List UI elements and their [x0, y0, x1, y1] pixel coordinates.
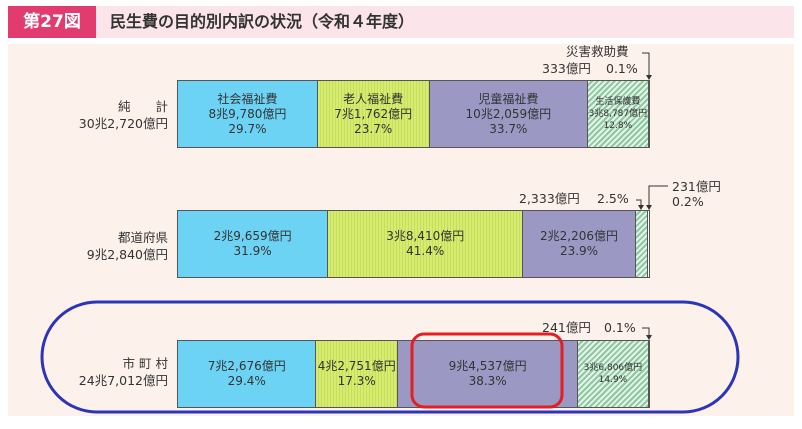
- leader-arrow-prefecture-life: [638, 205, 644, 210]
- callout-municipality-disaster-amount: 241億円: [542, 320, 591, 335]
- highlight-box-child-welfare: [410, 332, 564, 409]
- callout-prefecture-life-percent: 2.5%: [597, 191, 629, 206]
- segment-prefecture-disaster-relief: [647, 211, 649, 277]
- leader-line-municipality-disaster: [642, 327, 650, 337]
- row-label-prefecture-name: 都道府県: [117, 230, 168, 245]
- segment-municipality-livelihood-protection: 3兆6,806億円 14.9%: [578, 341, 649, 407]
- segment-name-label: 社会福祉費: [217, 91, 278, 106]
- segment-amount: 7兆1,762億円: [334, 106, 413, 121]
- segment-amount: 2兆2,206億円: [540, 229, 619, 243]
- row-label-total-amount: 30兆2,720億円: [78, 116, 168, 131]
- segment-municipality-social-welfare: 7兆2,676億円 29.4%: [178, 341, 317, 407]
- segment-prefecture-child-welfare: 2兆2,206億円 23.9%: [523, 211, 636, 277]
- segment-percent-label: 14.9%: [598, 375, 628, 385]
- callout-total-disaster-name: 災害救助費: [566, 44, 629, 59]
- segment-amount: 3兆8,410億円: [386, 229, 465, 243]
- segment-prefecture-livelihood-protection: [635, 211, 648, 277]
- segment-amount: 3兆8,787億円: [588, 109, 648, 119]
- figure-header: 第27図 民生費の目的別内訳の状況（令和４年度）: [8, 6, 794, 38]
- bar-total: 社会福祉費 8兆9,780億円 29.7% 老人福祉費 7兆1,762億円 23.7% 児童…: [177, 80, 650, 148]
- row-label-municipality-name: 市 町 村: [122, 356, 168, 371]
- segment-amount: 7兆2,676億円: [207, 359, 286, 373]
- highlight-ellipse-municipality: [40, 300, 740, 414]
- segment-percent-label: 41.4%: [406, 244, 445, 258]
- segment-percent-label: 12.8%: [603, 121, 633, 131]
- leader-line-prefecture-disaster: [648, 185, 668, 207]
- segment-total-elderly-welfare: 老人福祉費 7兆1,762億円 23.7%: [317, 81, 430, 147]
- figure-title: 民生費の目的別内訳の状況（令和４年度）: [110, 12, 415, 31]
- segment-prefecture-social-welfare: 2兆9,659億円 31.9%: [178, 211, 329, 277]
- segment-percent-label: 23.9%: [559, 244, 599, 258]
- segment-municipality-child-welfare: 9兆4,537億円 38.3%: [397, 341, 579, 407]
- segment-amount: 2兆9,659億円: [213, 229, 292, 243]
- leader-arrow-prefecture-disaster: [646, 205, 652, 210]
- leader-line-prefecture-life: [636, 199, 642, 207]
- segment-percent-label: 17.3%: [337, 374, 376, 388]
- segment-percent-label: 31.9%: [233, 244, 272, 258]
- row-label-municipality: 市 町 村 24兆7,012億円: [8, 355, 168, 389]
- row-label-total: 純 計 30兆2,720億円: [8, 98, 168, 132]
- segment-amount: 9兆4,537億円: [448, 359, 527, 373]
- segment-total-livelihood-protection: 生活保護費 3兆8,787億円 12.8%: [588, 81, 649, 147]
- row-label-municipality-amount: 24兆7,012億円: [78, 373, 168, 388]
- segment-total-child-welfare: 児童福祉費 10兆2,059億円 33.7%: [429, 81, 589, 147]
- leader-arrow-total-disaster: [646, 75, 652, 80]
- segment-percent-label: 23.7%: [354, 121, 393, 136]
- segment-percent-label: 38.3%: [468, 374, 507, 388]
- callout-prefecture-disaster-percent: 0.2%: [672, 194, 704, 209]
- segment-name-label: 児童福祉費: [478, 91, 539, 106]
- callout-total-disaster-amount: 333億円: [542, 61, 591, 76]
- segment-amount: 8兆9,780億円: [208, 106, 287, 121]
- segment-percent-label: 29.4%: [227, 374, 266, 388]
- leader-line-total-disaster: [642, 52, 650, 77]
- segment-percent-label: 29.7%: [228, 121, 267, 136]
- segment-amount: 10兆2,059億円: [465, 106, 552, 121]
- row-label-prefecture: 都道府県 9兆2,840億円: [8, 229, 168, 263]
- callout-total-disaster-percent: 0.1%: [606, 61, 638, 76]
- callout-prefecture-disaster-amount: 231億円: [672, 179, 721, 194]
- segment-amount: 4兆2,751億円: [317, 359, 396, 373]
- segment-municipality-elderly-welfare: 4兆2,751億円 17.3%: [316, 341, 398, 407]
- callout-municipality-disaster-percent: 0.1%: [604, 320, 636, 335]
- bar-prefecture: 2兆9,659億円 31.9% 3兆8,410億円 41.4% 2兆2,206億円 23.…: [177, 210, 650, 278]
- segment-amount: 3兆6,806億円: [583, 363, 643, 373]
- leader-arrow-municipality-disaster: [646, 335, 652, 340]
- segment-name-label: 生活保護費: [595, 97, 641, 107]
- segment-percent-label: 33.7%: [489, 121, 528, 136]
- row-label-prefecture-amount: 9兆2,840億円: [86, 247, 168, 262]
- row-label-total-name: 純 計: [117, 99, 168, 114]
- segment-name-label: 老人福祉費: [343, 91, 404, 106]
- figure-number-badge: 第27図: [8, 6, 96, 38]
- segment-total-social-welfare: 社会福祉費 8兆9,780億円 29.7%: [178, 81, 318, 147]
- segment-prefecture-elderly-welfare: 3兆8,410億円 41.4%: [328, 211, 524, 277]
- bar-municipality: 7兆2,676億円 29.4% 4兆2,751億円 17.3% 9兆4,537億円 38.…: [177, 340, 650, 408]
- callout-prefecture-life-amount: 2,333億円: [519, 191, 580, 206]
